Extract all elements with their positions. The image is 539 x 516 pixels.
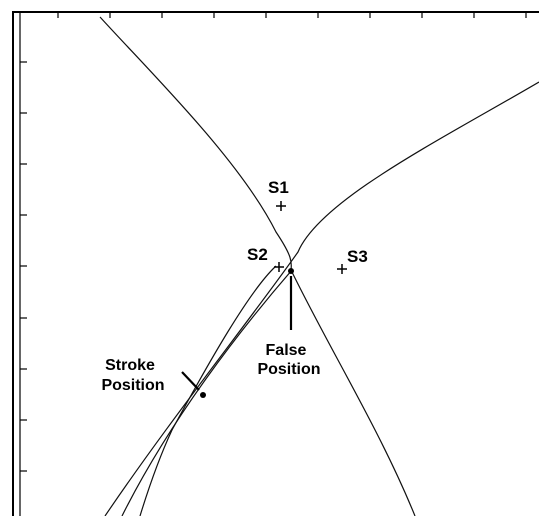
sensor-s1: S1 — [268, 178, 289, 211]
stroke-position-pointer — [182, 372, 199, 390]
sensor-label: S2 — [247, 245, 268, 264]
sensor-label: S1 — [268, 178, 289, 197]
hyperbola-curve-upper-left — [100, 17, 415, 516]
stroke-position-label-line1: Stroke — [105, 357, 155, 374]
false-position-dot — [288, 268, 294, 274]
false-position-label-line2: Position — [257, 361, 320, 378]
sensor-s3: S3 — [337, 247, 368, 274]
sensor-s2: S2 — [247, 245, 284, 272]
left-ticks — [20, 62, 27, 471]
false-position-label-line1: False — [266, 342, 307, 359]
false-position: False Position — [257, 268, 320, 378]
stroke-position-label-line2: Position — [101, 377, 164, 394]
hyperbola-curve-upper-right — [105, 82, 539, 516]
sensor-label: S3 — [347, 247, 368, 266]
stroke-position: Stroke Position — [101, 357, 206, 398]
plot-frame — [13, 12, 539, 516]
stroke-position-dot — [200, 392, 206, 398]
